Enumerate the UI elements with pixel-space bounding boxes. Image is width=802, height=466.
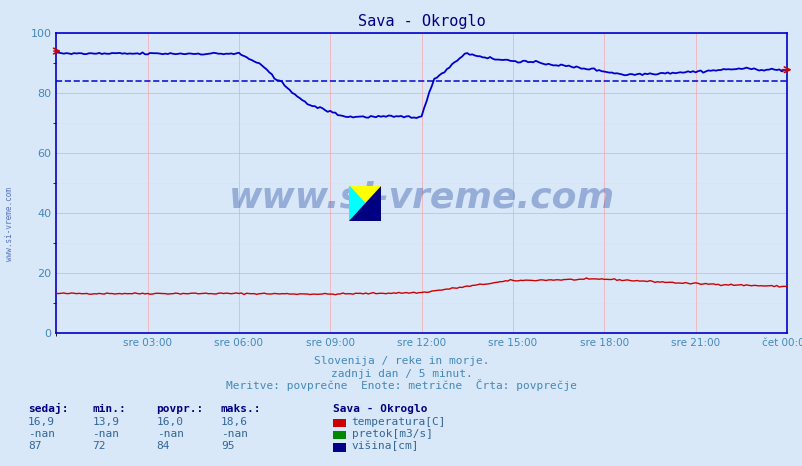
Text: min.:: min.: — [92, 404, 126, 414]
Text: sedaj:: sedaj: — [28, 404, 68, 414]
Text: www.si-vreme.com: www.si-vreme.com — [5, 187, 14, 260]
Title: Sava - Okroglo: Sava - Okroglo — [357, 14, 485, 29]
Text: 87: 87 — [28, 441, 42, 451]
Text: povpr.:: povpr.: — [156, 404, 204, 414]
Text: -nan: -nan — [156, 429, 184, 439]
Text: -nan: -nan — [92, 429, 119, 439]
Text: 13,9: 13,9 — [92, 417, 119, 427]
Text: www.si-vreme.com: www.si-vreme.com — [229, 181, 614, 215]
Polygon shape — [349, 186, 381, 221]
Text: 16,0: 16,0 — [156, 417, 184, 427]
Text: -nan: -nan — [221, 429, 248, 439]
Text: pretok[m3/s]: pretok[m3/s] — [351, 429, 432, 439]
Text: 95: 95 — [221, 441, 234, 451]
Text: zadnji dan / 5 minut.: zadnji dan / 5 minut. — [330, 369, 472, 378]
Text: temperatura[C]: temperatura[C] — [351, 417, 446, 427]
Polygon shape — [349, 186, 381, 221]
Text: višina[cm]: višina[cm] — [351, 441, 419, 451]
Text: 16,9: 16,9 — [28, 417, 55, 427]
Text: 18,6: 18,6 — [221, 417, 248, 427]
Text: Sava - Okroglo: Sava - Okroglo — [333, 404, 427, 414]
Polygon shape — [349, 186, 381, 221]
Text: 84: 84 — [156, 441, 170, 451]
Text: Meritve: povprečne  Enote: metrične  Črta: povprečje: Meritve: povprečne Enote: metrične Črta:… — [225, 379, 577, 391]
Text: Slovenija / reke in morje.: Slovenija / reke in morje. — [314, 356, 488, 366]
Text: maks.:: maks.: — [221, 404, 261, 414]
Text: -nan: -nan — [28, 429, 55, 439]
Text: 72: 72 — [92, 441, 106, 451]
